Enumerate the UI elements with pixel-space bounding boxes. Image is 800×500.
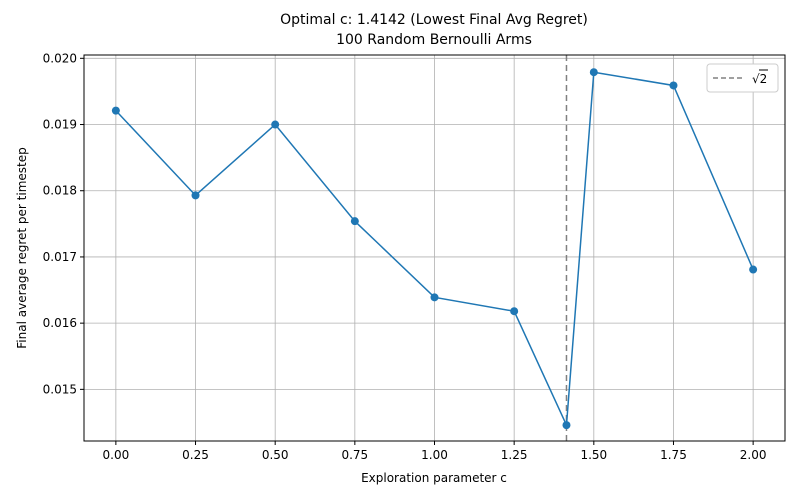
- y-tick-label: 0.017: [43, 250, 77, 264]
- x-tick-label: 2.00: [740, 448, 767, 462]
- series-line: [115, 71, 754, 429]
- data-point: [350, 217, 359, 226]
- ticks: 0.00 0.25 0.50 0.75 1.00 1.25 1.50 1.75 2.00 0.01…: [43, 51, 767, 462]
- data-point: [191, 191, 200, 200]
- data-point: [271, 120, 280, 129]
- x-axis-label: Exploration parameter c: [361, 471, 507, 485]
- series-layer: [111, 68, 758, 430]
- x-tick-label: 0.00: [103, 448, 130, 462]
- y-tick-label: 0.018: [43, 184, 77, 198]
- x-tick-label: 0.75: [341, 448, 368, 462]
- data-point: [589, 68, 598, 77]
- data-point: [669, 81, 678, 90]
- data-point: [510, 307, 519, 316]
- grid: [84, 55, 785, 441]
- y-tick-label: 0.015: [43, 382, 77, 396]
- y-axis-label: Final average regret per timestep: [15, 147, 29, 348]
- plot-frame: [83, 54, 786, 442]
- x-tick-label: 0.25: [182, 448, 209, 462]
- x-tick-label: 1.25: [501, 448, 528, 462]
- y-tick-label: 0.016: [43, 316, 77, 330]
- x-tick-label: 1.00: [421, 448, 448, 462]
- x-tick-label: 0.50: [262, 448, 289, 462]
- y-tick-label: 0.019: [43, 118, 77, 132]
- data-point: [430, 293, 439, 302]
- data-point: [111, 106, 120, 115]
- x-tick-label: 1.50: [580, 448, 607, 462]
- legend-box: [706, 63, 779, 93]
- chart-subtitle: 100 Random Bernoulli Arms: [336, 32, 532, 48]
- chart-title: Optimal c: 1.4142 (Lowest Final Avg Regr…: [280, 12, 588, 28]
- legend-label: √2: [752, 72, 767, 86]
- legend: √2: [706, 63, 779, 93]
- y-tick-label: 0.020: [43, 51, 77, 65]
- data-point: [562, 421, 571, 430]
- x-tick-label: 1.75: [660, 448, 687, 462]
- data-point: [749, 265, 758, 274]
